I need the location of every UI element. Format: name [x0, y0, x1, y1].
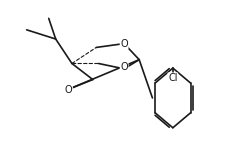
- Text: O: O: [64, 85, 72, 95]
- Text: O: O: [120, 39, 127, 49]
- Text: O: O: [120, 62, 127, 72]
- Text: Cl: Cl: [167, 73, 177, 83]
